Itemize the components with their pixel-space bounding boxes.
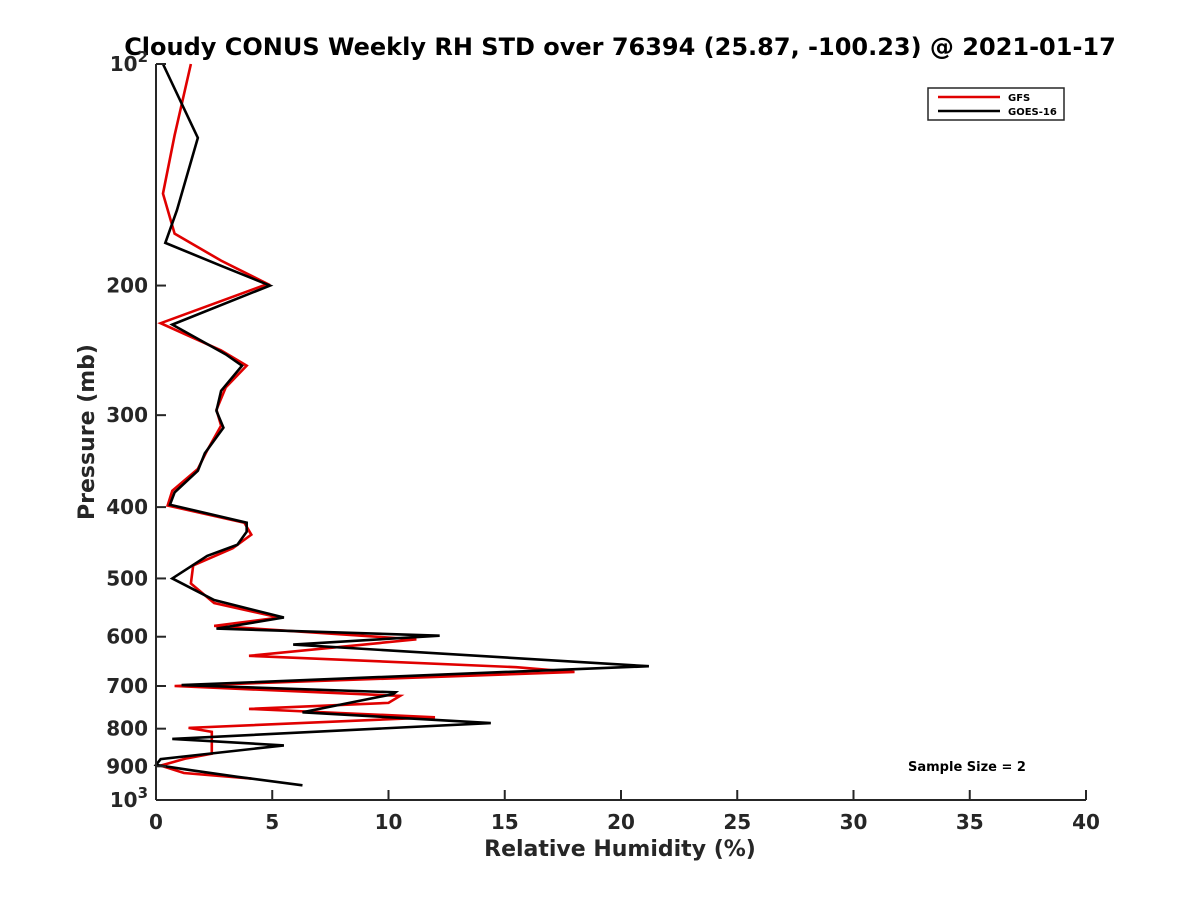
chart-title: Cloudy CONUS Weekly RH STD over 76394 (2… bbox=[124, 33, 1116, 61]
y-tick-label: 800 bbox=[106, 717, 148, 741]
plot-area: 0 5 10 15 20 25 30 35 40 102 200 300 400 500 600 700 800… bbox=[106, 48, 1100, 834]
x-tick-label: 15 bbox=[491, 810, 519, 834]
sample-size-annotation: Sample Size = 2 bbox=[908, 760, 1026, 775]
x-tick-label: 5 bbox=[265, 810, 279, 834]
y-tick-label: 900 bbox=[106, 754, 148, 778]
y-tick-label: 500 bbox=[106, 566, 148, 590]
series-line-goes-16 bbox=[153, 63, 649, 787]
y-axis-label: Pressure (mb) bbox=[75, 344, 100, 520]
x-tick-label: 30 bbox=[840, 810, 868, 834]
x-tick-label: 0 bbox=[149, 810, 163, 834]
x-tick-label: 25 bbox=[723, 810, 751, 834]
legend: GFS GOES-16 bbox=[927, 87, 1065, 121]
y-tick-label: 600 bbox=[106, 625, 148, 649]
y-tick-label: 700 bbox=[106, 674, 148, 698]
legend-box bbox=[927, 87, 1065, 121]
y-tick-label: 102 bbox=[110, 48, 148, 76]
y-tick-label: 300 bbox=[106, 403, 148, 427]
x-tick-label: 10 bbox=[375, 810, 403, 834]
x-tick-label: 20 bbox=[607, 810, 635, 834]
y-tick-label: 200 bbox=[106, 274, 148, 298]
legend-label: GFS bbox=[1008, 93, 1030, 104]
x-axis-label: Relative Humidity (%) bbox=[484, 837, 756, 862]
y-tick-label: 103 bbox=[110, 784, 148, 812]
legend-label: GOES-16 bbox=[1008, 107, 1057, 118]
x-tick-label: 40 bbox=[1072, 810, 1100, 834]
x-tick-label: 35 bbox=[956, 810, 984, 834]
y-tick-label: 400 bbox=[106, 495, 148, 519]
